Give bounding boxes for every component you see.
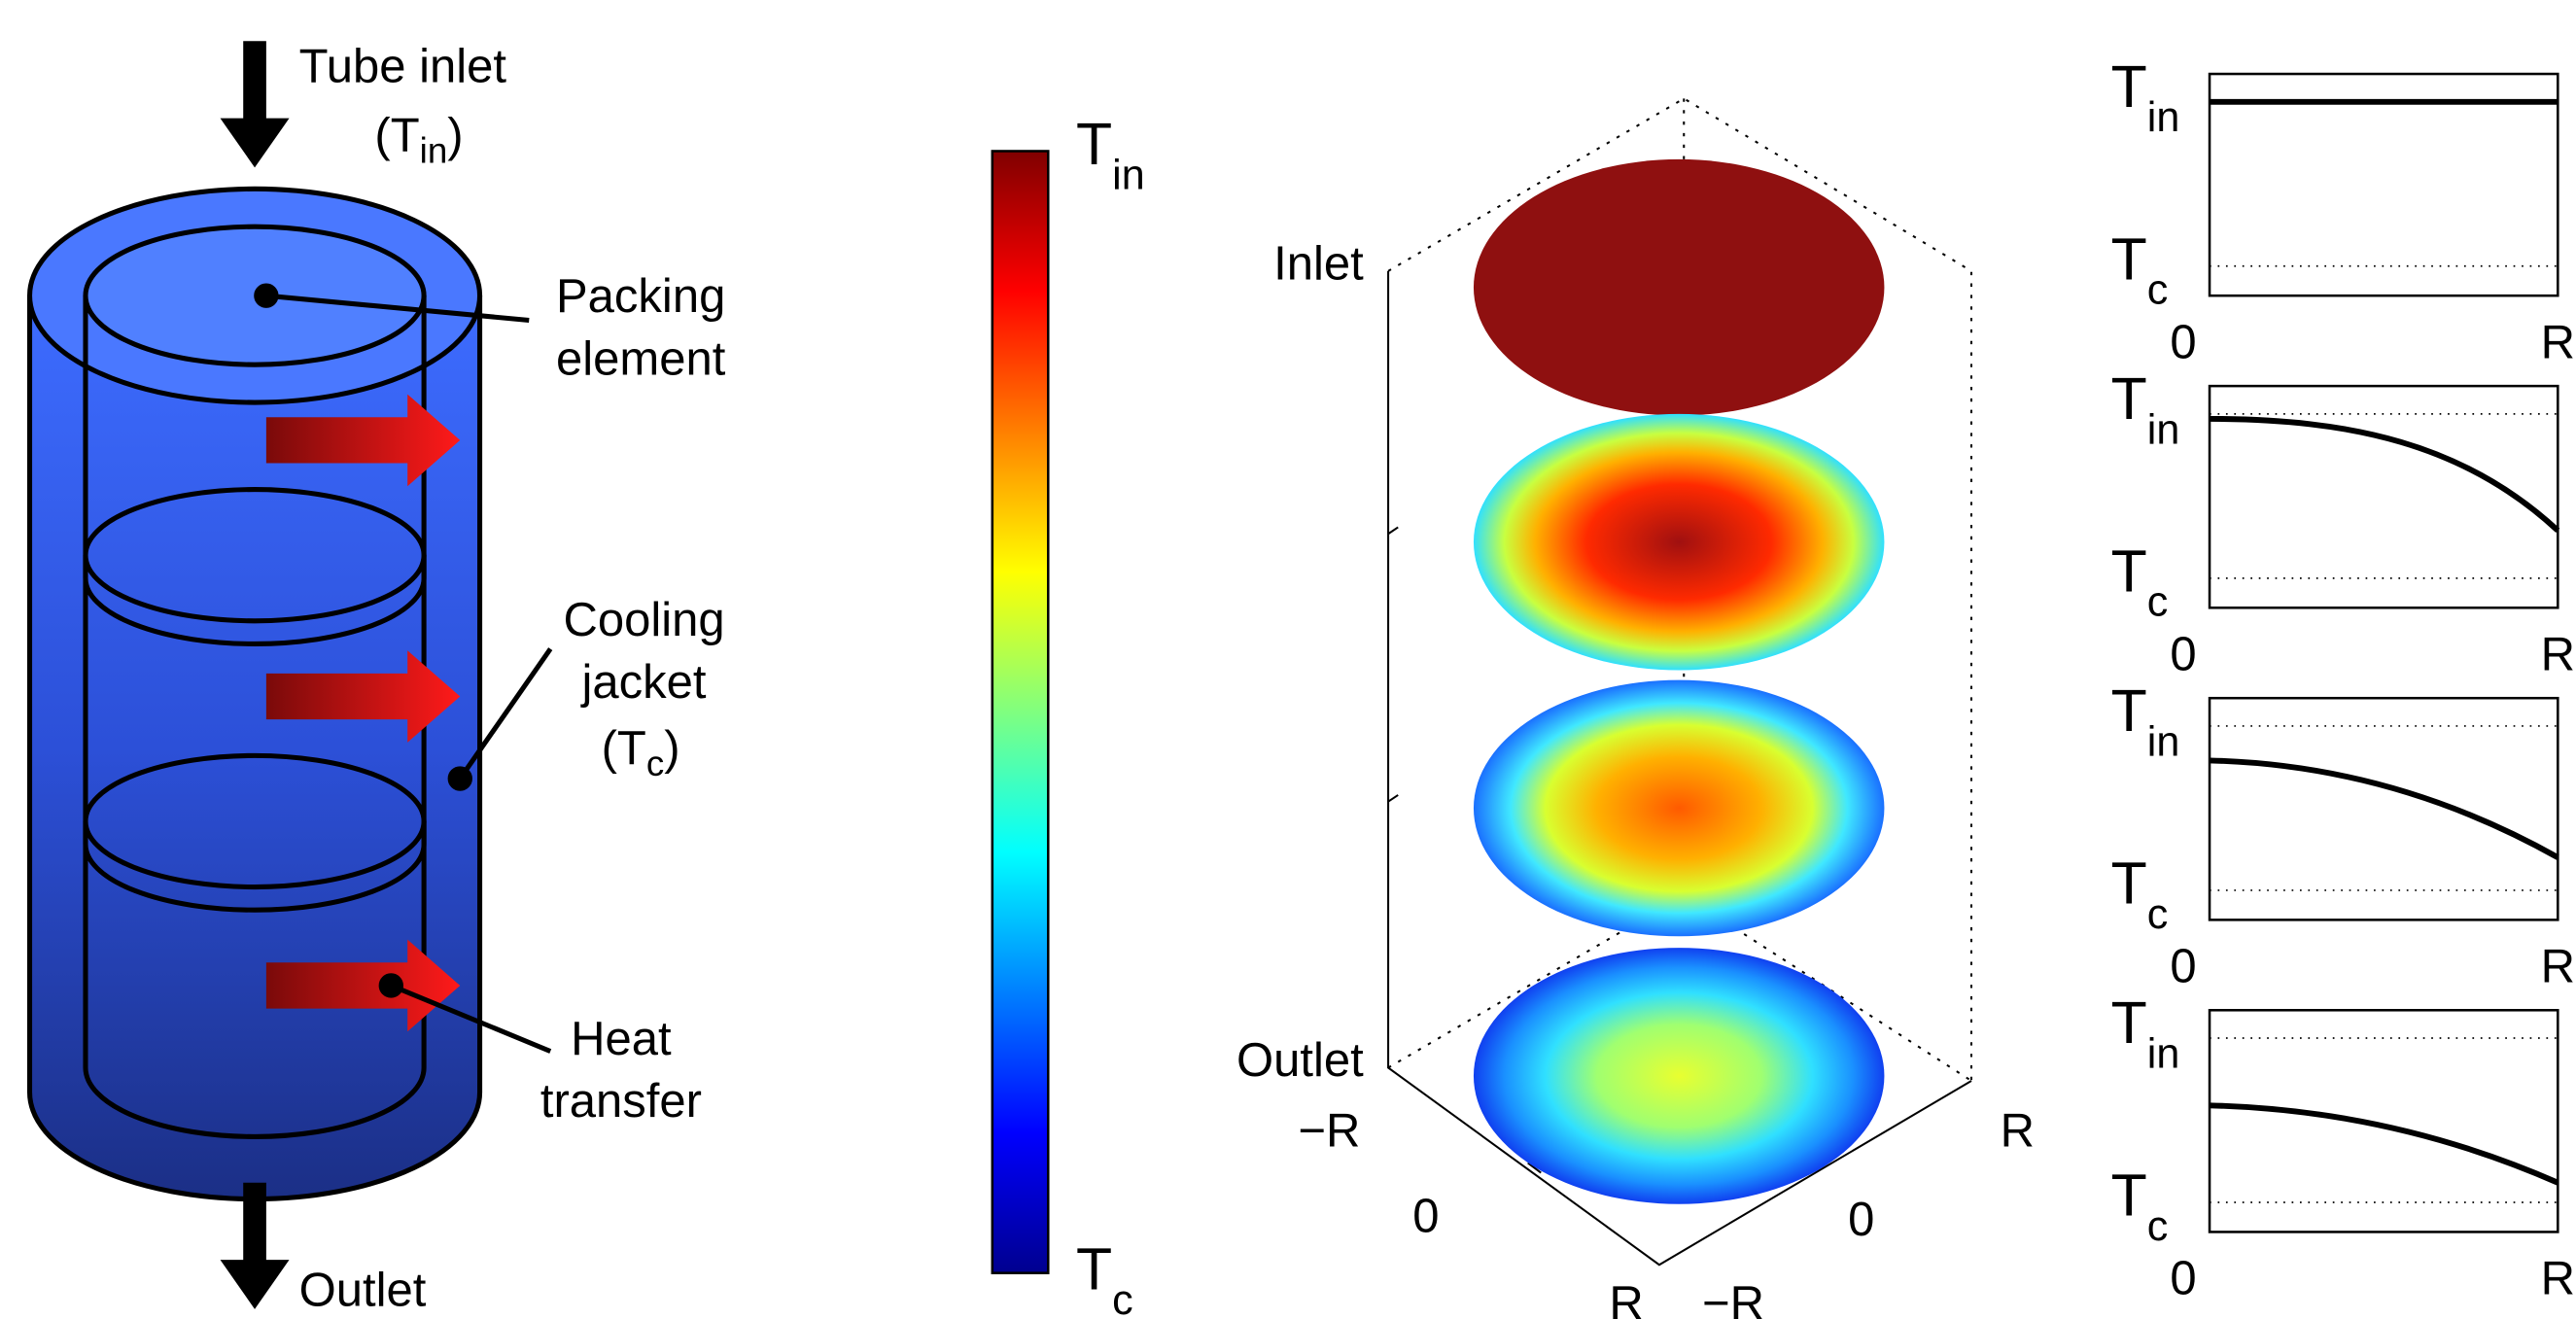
profile-x: 0 xyxy=(2170,941,2196,993)
profile-x: R xyxy=(2541,1253,2575,1305)
colorbar-bottom-sub: c xyxy=(1112,1277,1133,1319)
profile-bottom-symbol: T xyxy=(2111,1163,2147,1229)
panel-frame xyxy=(2210,74,2558,295)
cooling-temp-before: ( xyxy=(602,722,618,775)
stack-inlet: Inlet xyxy=(1273,237,1364,290)
packing-label: Packing xyxy=(556,270,725,323)
axis-label: 0 xyxy=(1412,1190,1439,1242)
heat-label: transfer xyxy=(540,1075,702,1128)
colorbar-top-symbol: T xyxy=(1076,111,1112,177)
profile-top-symbol: T xyxy=(2111,677,2147,744)
profile-x: R xyxy=(2541,628,2575,680)
colorbar-bottom-symbol: T xyxy=(1076,1236,1112,1302)
profile-top: Tin xyxy=(2111,677,2180,765)
profile-bottom-sub: c xyxy=(2147,891,2169,938)
profile-x: R xyxy=(2541,941,2575,993)
profile-top-symbol: T xyxy=(2111,989,2147,1056)
profile-top-sub: in xyxy=(2147,94,2180,141)
slices xyxy=(1474,159,1884,1204)
profile-curve xyxy=(2210,1105,2558,1182)
profile-x: 0 xyxy=(2170,628,2196,680)
cooling-temp-after: ) xyxy=(664,722,679,775)
inlet-label: Tube inlet xyxy=(299,40,507,92)
profile-bottom-sub: c xyxy=(2147,267,2169,314)
stack-outlet: Outlet xyxy=(1236,1034,1364,1087)
profile-curve xyxy=(2210,419,2558,531)
axis-label: −R xyxy=(1298,1105,1360,1158)
axis-label: R xyxy=(1609,1277,1643,1319)
inlet-temp-after: ) xyxy=(447,109,463,161)
profile-x: R xyxy=(2541,316,2575,368)
axis-label: 0 xyxy=(1848,1194,1874,1246)
axis-label: R xyxy=(2001,1105,2035,1158)
inlet-temp-before: ( xyxy=(374,109,391,161)
profile-bottom-sub: c xyxy=(2147,1203,2169,1250)
profile-bottom-symbol: T xyxy=(2111,850,2147,916)
profile-bottom: Tc xyxy=(2111,1163,2169,1250)
panel-frame xyxy=(2210,698,2558,920)
colorbar-bottom: Tc xyxy=(1076,1236,1133,1319)
colorbar-top: Tin xyxy=(1076,111,1145,198)
profile-x: 0 xyxy=(2170,1253,2196,1305)
cooling-temp-sub: c xyxy=(646,744,664,783)
profile-top-sub: in xyxy=(2147,1030,2180,1077)
cooling-temp-symbol: T xyxy=(617,722,646,775)
profile-bottom: Tc xyxy=(2111,538,2169,625)
profile-x: 0 xyxy=(2170,316,2196,368)
outlet-label: Outlet xyxy=(299,1264,427,1316)
profile-top-symbol: T xyxy=(2111,365,2147,432)
profile-top: Tin xyxy=(2111,989,2180,1077)
inlet-temp-sub: in xyxy=(420,131,448,171)
profile-bottom-symbol: T xyxy=(2111,226,2147,292)
profile-top-sub: in xyxy=(2147,718,2180,765)
inlet-temp: (Tin) xyxy=(374,109,463,170)
figure: TinTc0RTinTc0RTinTc0RTinTc0R Tube inlet(… xyxy=(0,0,2576,1319)
profile-bottom-sub: c xyxy=(2147,579,2169,626)
profile-bottom-symbol: T xyxy=(2111,538,2147,604)
heat-label: Heat xyxy=(571,1013,672,1065)
axis-label: −R xyxy=(1702,1277,1764,1319)
packing-label: element xyxy=(556,332,726,385)
colorbar-top-sub: in xyxy=(1112,152,1145,198)
profile-top-symbol: T xyxy=(2111,53,2147,120)
cooling-label: jacket xyxy=(580,656,707,709)
colorbar xyxy=(992,151,1048,1272)
profile-bottom: Tc xyxy=(2111,850,2169,937)
inlet-temp-symbol: T xyxy=(391,109,420,161)
panel-frame xyxy=(2210,1010,2558,1232)
cooling-temp: (Tc) xyxy=(602,722,680,783)
profile-top-sub: in xyxy=(2147,406,2180,453)
profile-top: Tin xyxy=(2111,365,2180,453)
profile-bottom: Tc xyxy=(2111,226,2169,313)
profile-curve xyxy=(2210,760,2558,857)
cooling-label: Cooling xyxy=(563,594,724,646)
profile-top: Tin xyxy=(2111,53,2180,141)
